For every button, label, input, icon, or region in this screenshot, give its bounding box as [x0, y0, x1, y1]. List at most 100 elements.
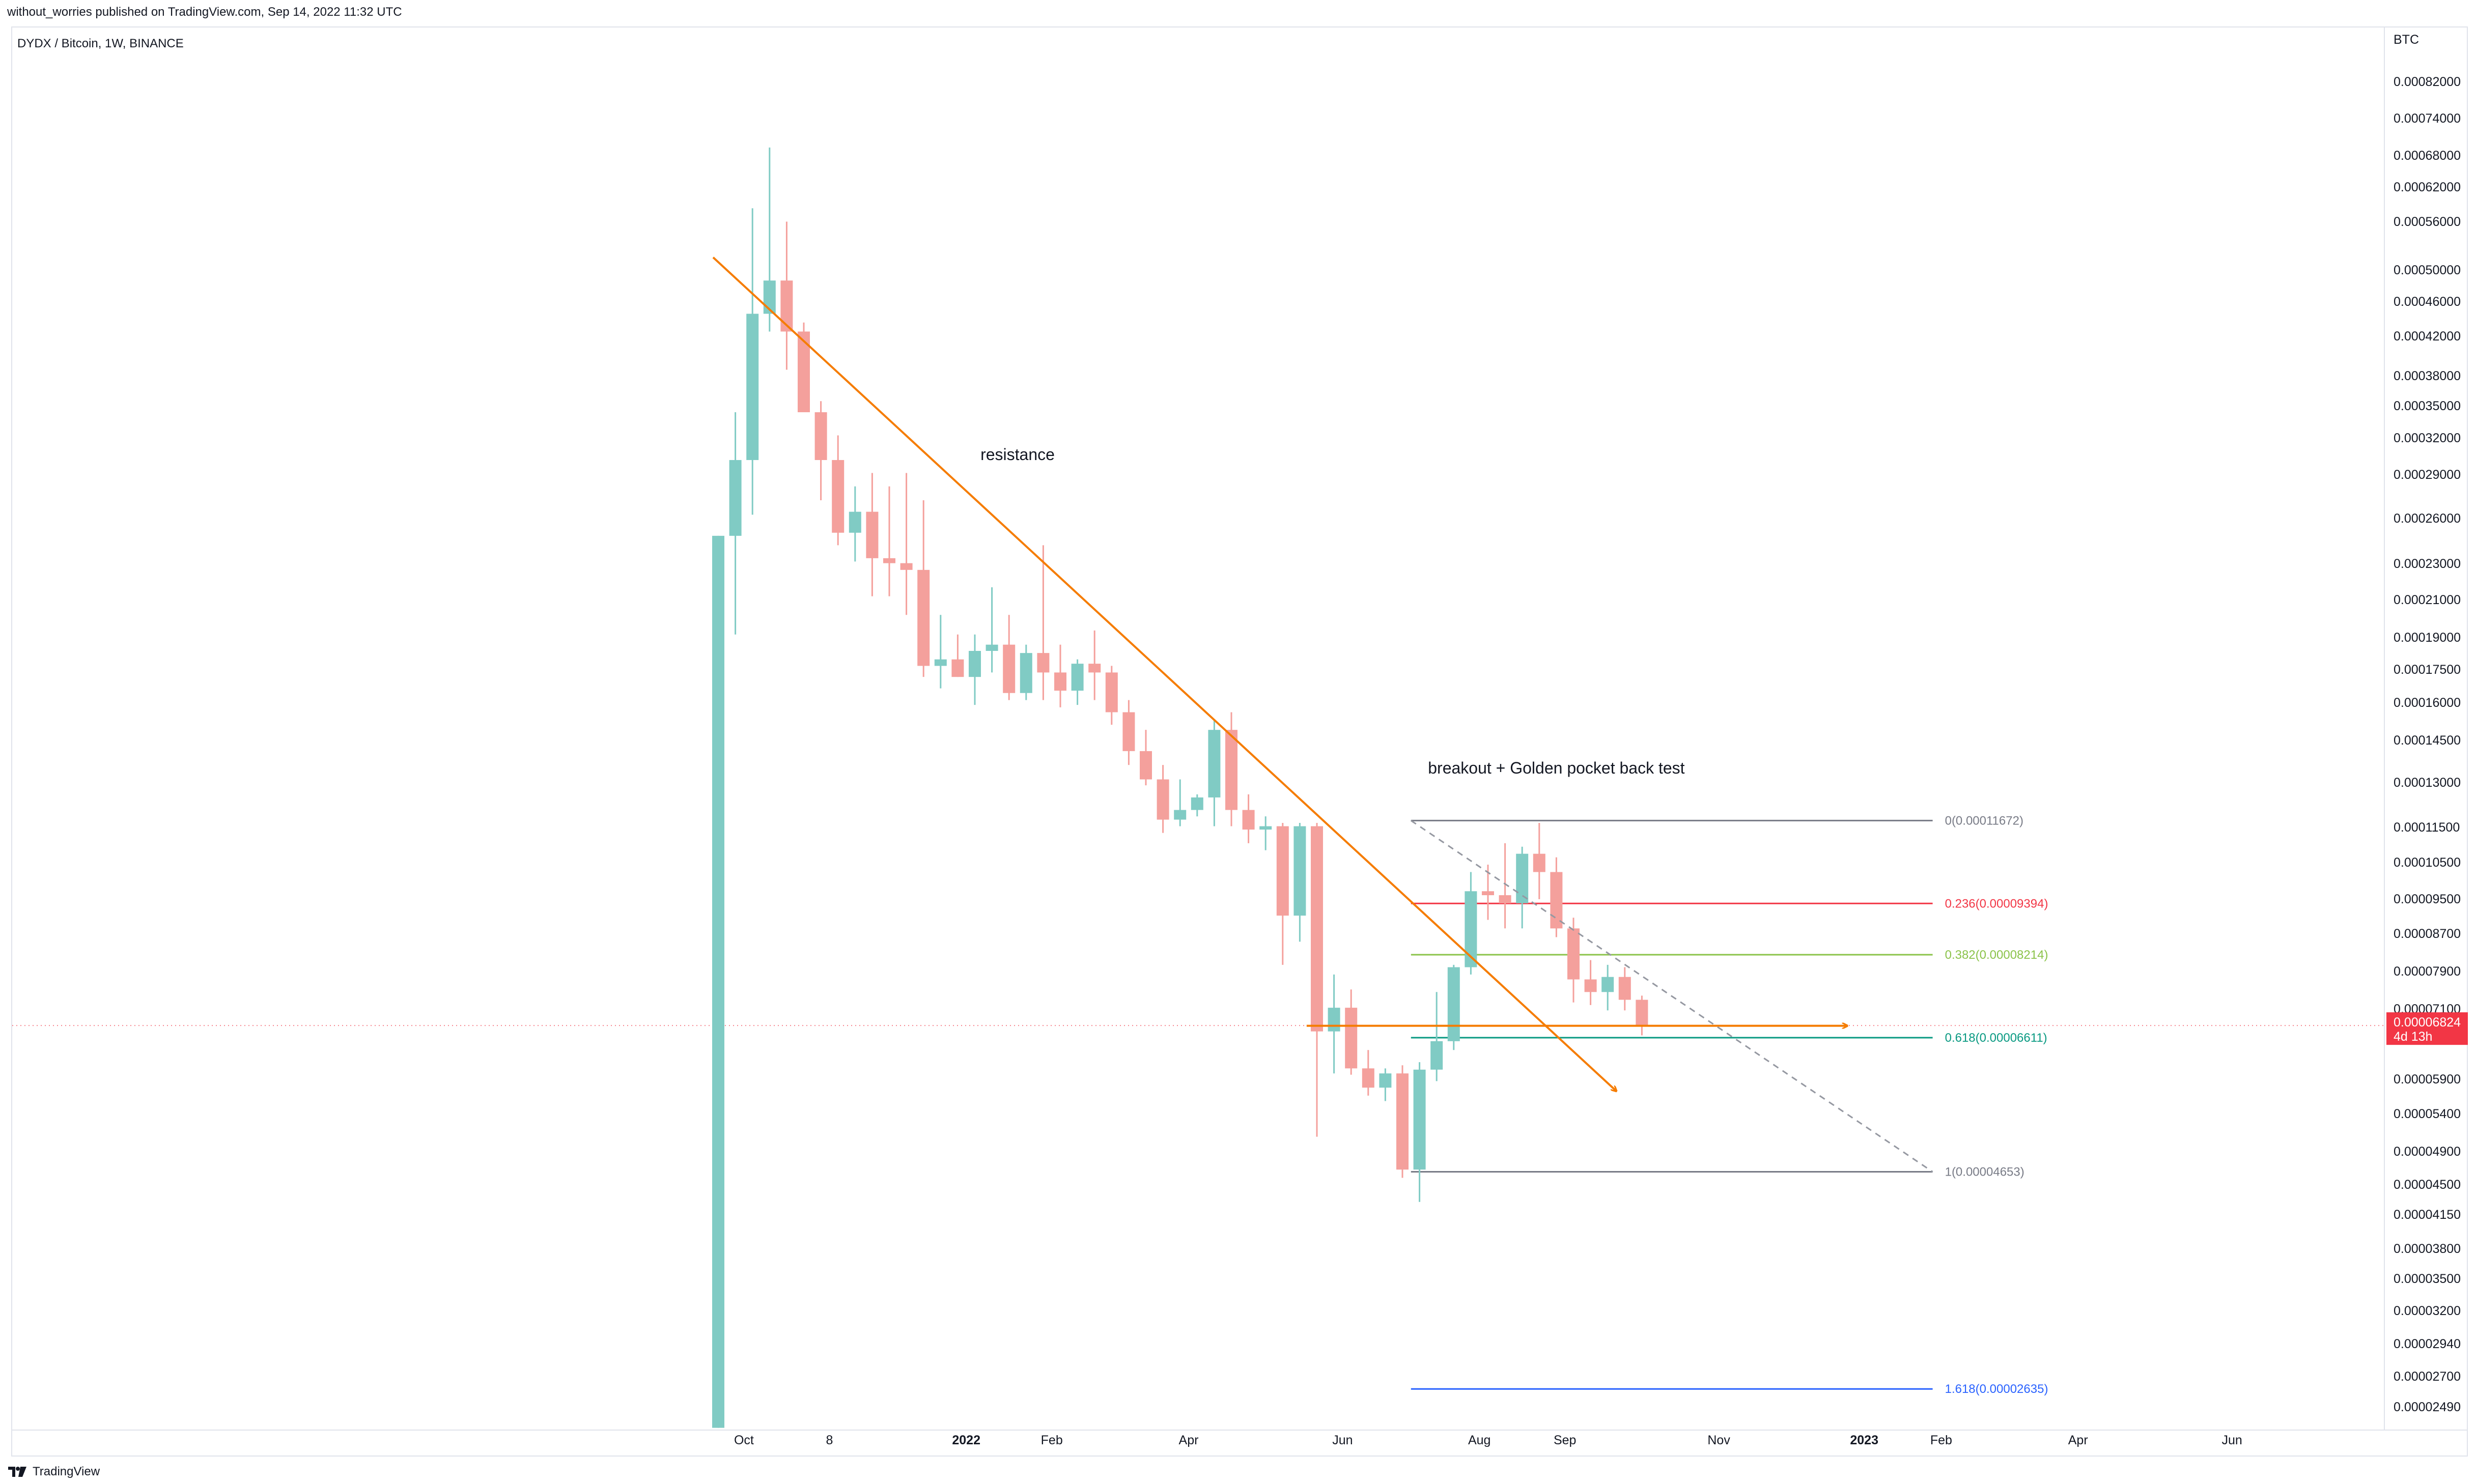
x-tick-label: Sep: [1554, 1433, 1576, 1447]
x-tick-label: Feb: [1041, 1433, 1063, 1447]
y-tick-label: 0.00002940: [2394, 1337, 2461, 1351]
y-tick-label: 0.00003800: [2394, 1242, 2461, 1256]
candle-down: [1054, 672, 1066, 691]
y-tick-label: 0.00023000: [2394, 557, 2461, 571]
candle-down: [1362, 1068, 1374, 1088]
candle-up: [1071, 664, 1084, 691]
y-tick-label: 0.00062000: [2394, 180, 2461, 194]
y-tick-label: 0.00005900: [2394, 1072, 2461, 1087]
y-tick-label: 0.00007900: [2394, 964, 2461, 979]
fib-level-label: 0.236(0.00009394): [1945, 897, 2048, 910]
candle-up: [1293, 826, 1306, 916]
candle-up: [1020, 653, 1032, 693]
candle-down: [780, 280, 793, 332]
candle-down: [1003, 644, 1016, 693]
candle-down: [1499, 895, 1511, 903]
candle-down: [1037, 653, 1050, 673]
y-tick-label: 0.00016000: [2394, 696, 2461, 710]
candle-up: [1465, 891, 1477, 967]
candle-up: [1447, 967, 1460, 1041]
y-tick-label: 0.00082000: [2394, 75, 2461, 89]
candle-down: [883, 558, 895, 563]
y-tick-label: 0.00046000: [2394, 295, 2461, 309]
y-tick-label: 0.00019000: [2394, 631, 2461, 645]
resistance-annotation: resistance: [980, 445, 1055, 464]
candle-down: [1311, 826, 1323, 1032]
candle-up: [1601, 977, 1614, 992]
price-axis-currency: BTC: [2394, 33, 2419, 47]
candle-up: [1430, 1041, 1443, 1070]
candle-up: [1259, 826, 1272, 830]
candle-up: [849, 511, 861, 533]
candle-down: [1345, 1008, 1358, 1069]
candle-up: [729, 460, 742, 536]
tradingview-brand-label: TradingView: [33, 1465, 100, 1478]
y-tick-label: 0.00042000: [2394, 329, 2461, 344]
x-tick-label: 8: [826, 1433, 833, 1447]
tradingview-logo-icon: [8, 1467, 26, 1477]
x-tick-label: Nov: [1707, 1433, 1730, 1447]
candle-down: [917, 569, 930, 666]
y-tick-label: 0.00004150: [2394, 1208, 2461, 1222]
publisher-header: without_worries published on TradingView…: [7, 5, 402, 19]
breakout-annotation: breakout + Golden pocket back test: [1428, 759, 1684, 777]
footer-brand[interactable]: TradingView: [7, 1465, 100, 1479]
dashed-trendline: [1410, 820, 1933, 1173]
candle-up: [1191, 797, 1203, 810]
y-tick-label: 0.00029000: [2394, 468, 2461, 482]
y-tick-label: 0.00026000: [2394, 511, 2461, 526]
candle-down: [1105, 672, 1118, 712]
candle-down: [1140, 751, 1152, 780]
y-tick-label: 0.00035000: [2394, 399, 2461, 413]
candle-down: [1533, 853, 1545, 872]
candle-down: [1567, 928, 1580, 980]
candle-down: [1225, 730, 1237, 810]
y-tick-label: 0.00003500: [2394, 1272, 2461, 1286]
y-tick-label: 0.00021000: [2394, 593, 2461, 607]
candle-down: [1276, 826, 1289, 916]
current-price-value: 0.00006824: [2394, 1015, 2461, 1030]
y-tick-label: 0.00010500: [2394, 855, 2461, 870]
candle-down: [1584, 979, 1597, 992]
chart-frame: [11, 26, 2468, 1457]
candle-up: [1379, 1073, 1392, 1088]
current-price-tag: [2386, 1012, 2468, 1045]
candle-down: [1396, 1073, 1409, 1170]
x-tick-label: Apr: [2068, 1433, 2088, 1447]
candle-up: [1516, 853, 1529, 903]
y-tick-label: 0.00013000: [2394, 776, 2461, 790]
candle-up: [986, 644, 998, 651]
resistance-trendline: [712, 256, 1616, 1091]
candle-down: [866, 511, 879, 558]
x-tick-label: Aug: [1468, 1433, 1490, 1447]
fib-level-label: 0.382(0.00008214): [1945, 948, 2048, 962]
y-tick-label: 0.00004900: [2394, 1145, 2461, 1159]
candle-down: [1482, 891, 1494, 896]
candle-up: [1174, 810, 1187, 820]
candle-down: [832, 460, 845, 533]
fib-level-label: 0(0.00011672): [1945, 814, 2023, 827]
fib-level-label: 1.618(0.00002635): [1945, 1382, 2048, 1396]
y-tick-label: 0.00002490: [2394, 1400, 2461, 1414]
candle-up: [934, 659, 947, 666]
candle-down: [1242, 810, 1255, 830]
symbol-title[interactable]: DYDX / Bitcoin, 1W, BINANCE: [17, 37, 184, 50]
y-tick-label: 0.00011500: [2394, 820, 2460, 835]
fib-level-label: 0.618(0.00006611): [1945, 1031, 2047, 1045]
y-tick-label: 0.00014500: [2394, 733, 2461, 748]
candle-up: [1328, 1008, 1340, 1032]
fib-level-label: 1(0.00004653): [1945, 1165, 2024, 1179]
candle-up: [712, 535, 724, 1428]
y-tick-label: 0.00074000: [2394, 111, 2461, 126]
y-tick-label: 0.00038000: [2394, 369, 2461, 383]
y-tick-label: 0.00009500: [2394, 892, 2461, 906]
x-tick-label: Oct: [734, 1433, 754, 1447]
y-tick-label: 0.00004500: [2394, 1178, 2461, 1192]
current-price-countdown: 4d 13h: [2394, 1030, 2432, 1044]
y-tick-label: 0.00017500: [2394, 663, 2461, 677]
candle-down: [951, 659, 964, 677]
candle-up: [746, 313, 759, 460]
y-tick-label: 0.00068000: [2394, 149, 2461, 163]
candle-up: [1413, 1069, 1426, 1170]
